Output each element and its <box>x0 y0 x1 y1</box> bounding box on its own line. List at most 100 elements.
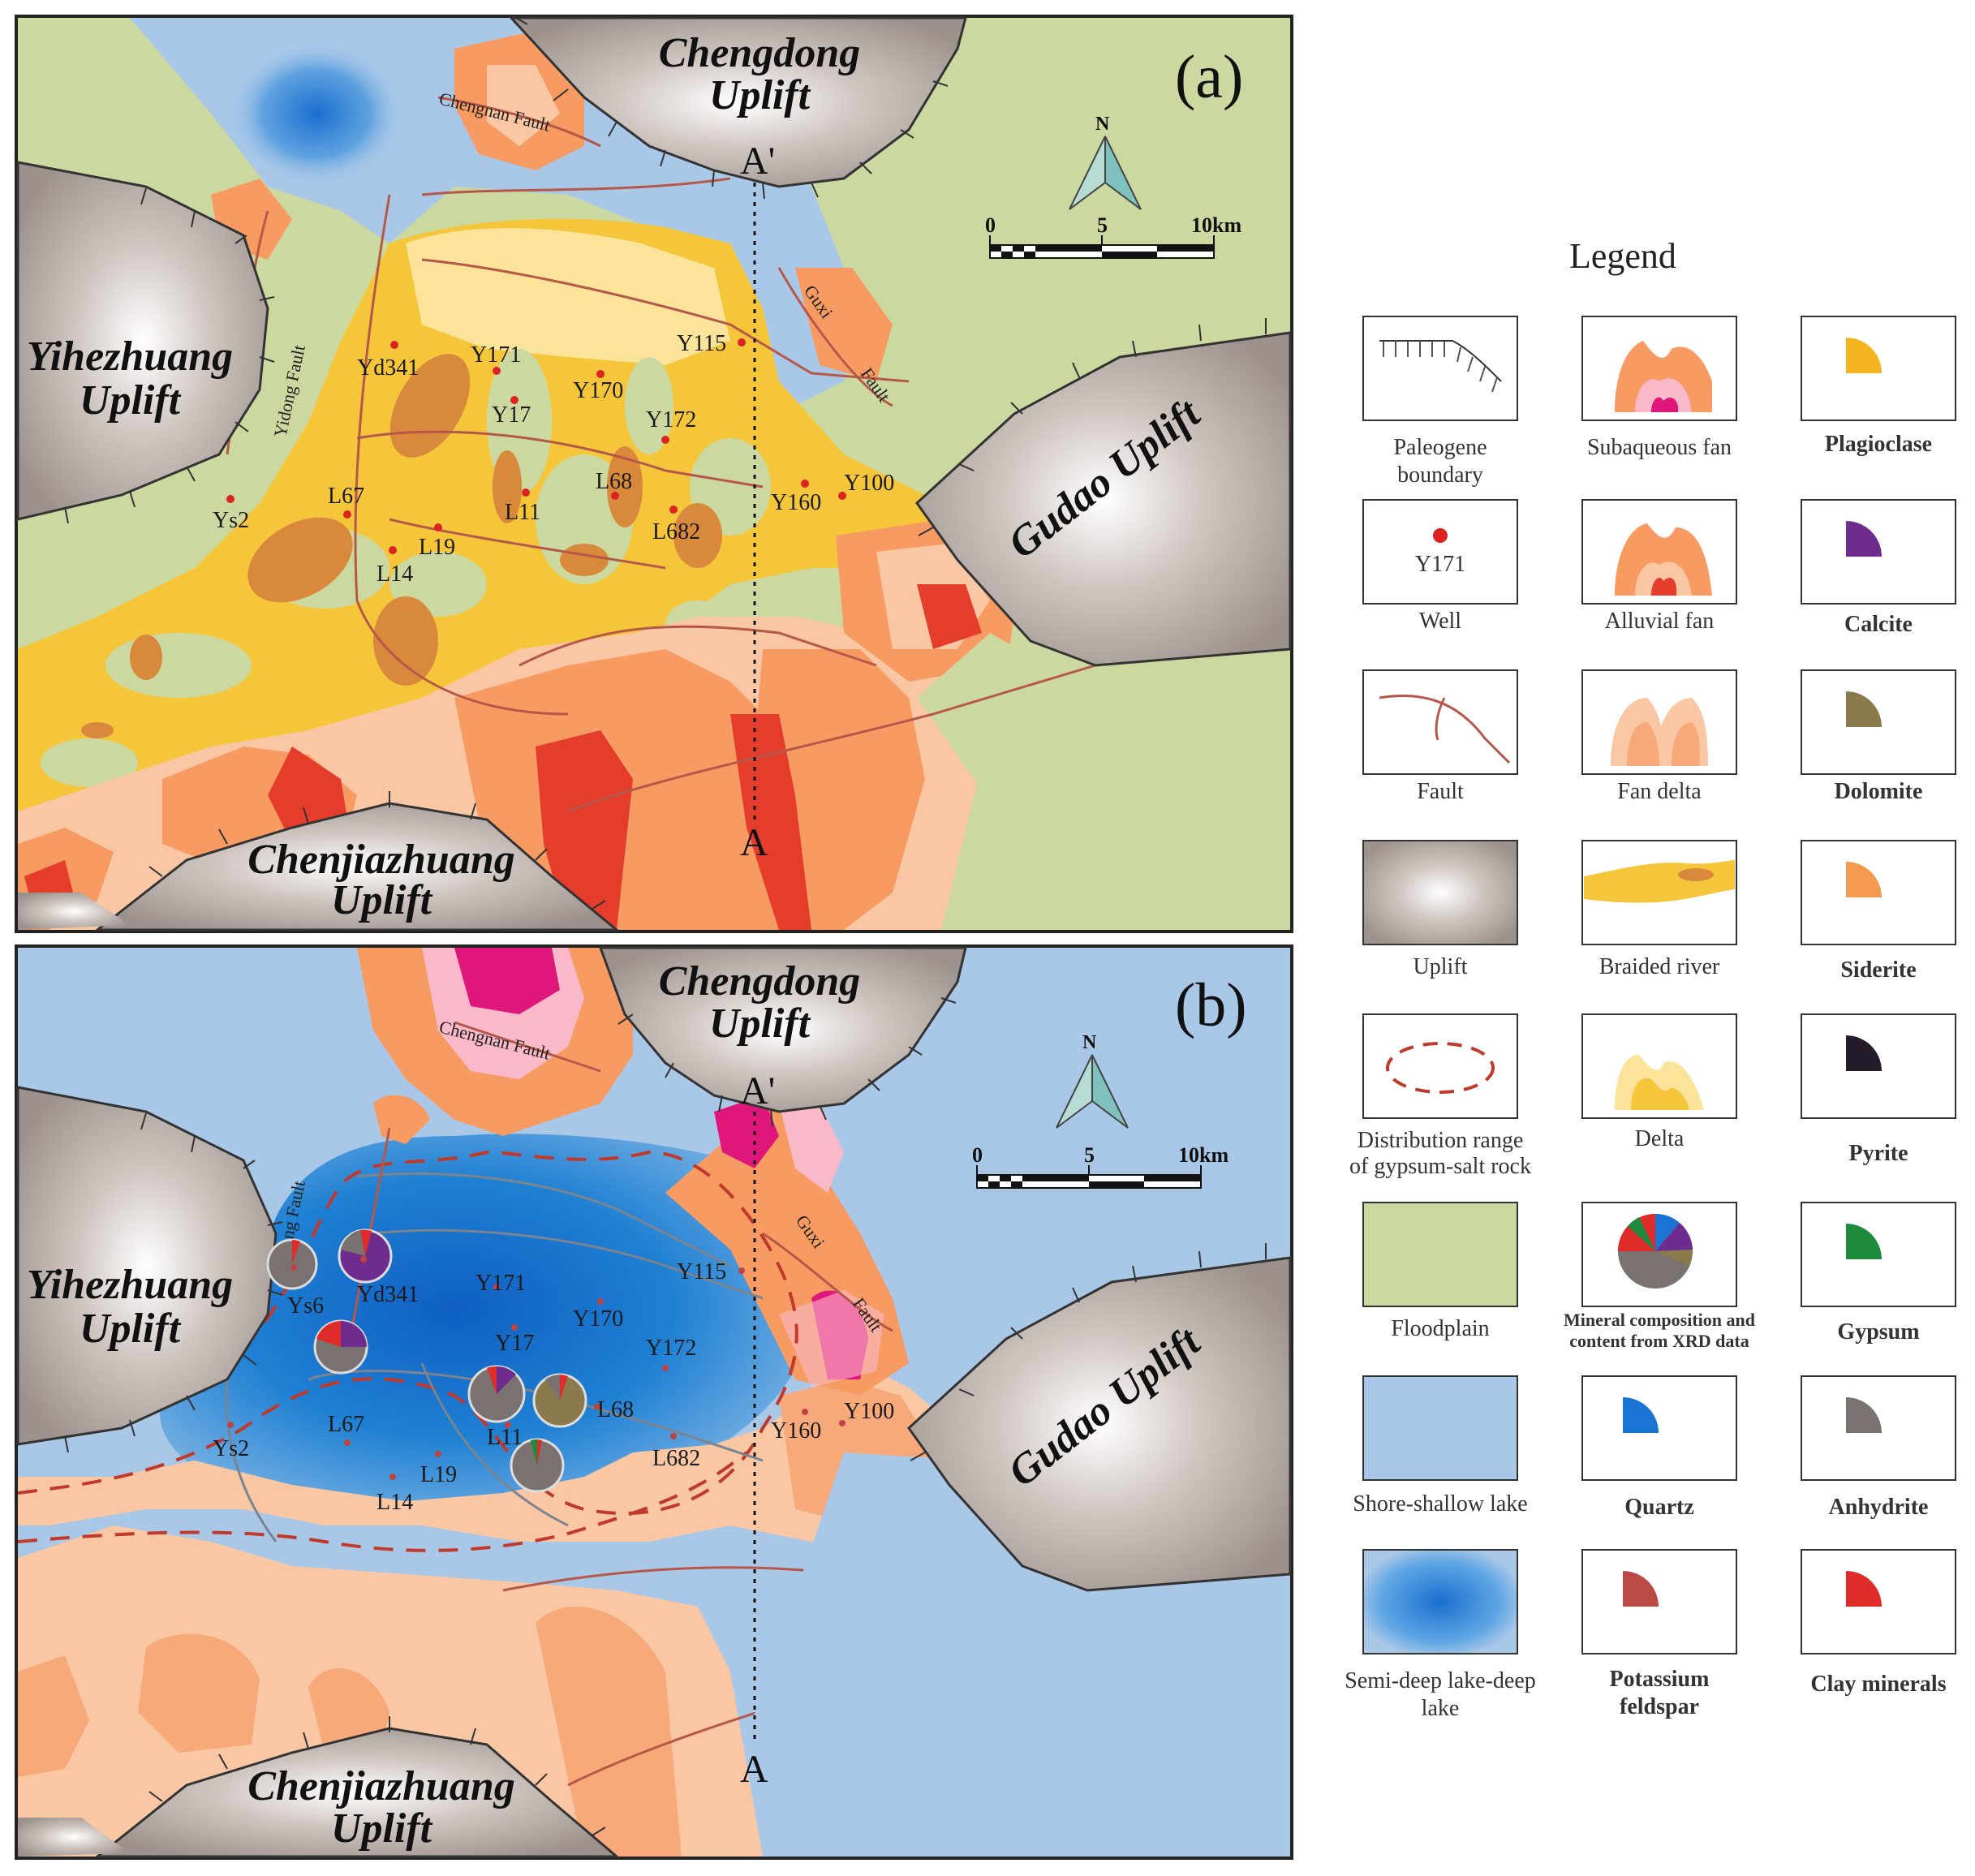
chenjiazhuang-label-a: Chenjiazhuang Uplift <box>247 837 515 923</box>
gudao-uplift-a <box>915 331 1292 667</box>
delta-area <box>406 228 730 365</box>
well-y172-a: Y172 <box>646 407 696 444</box>
chengdong-uplift-b <box>598 946 967 1113</box>
svg-text:L68: L68 <box>596 469 632 494</box>
yihezhuang-uplift-a <box>16 161 269 521</box>
pie-ys6 <box>266 1238 318 1290</box>
scale-bar-a: 0 5 10km <box>985 213 1241 259</box>
svg-text:0: 0 <box>985 213 996 237</box>
svg-text:Siderite: Siderite <box>1840 957 1916 983</box>
svg-text:Dolomite: Dolomite <box>1835 779 1923 804</box>
svg-text:L19: L19 <box>419 535 455 560</box>
svg-text:Y115: Y115 <box>677 1259 726 1284</box>
svg-text:L14: L14 <box>376 1490 413 1515</box>
svg-text:L67: L67 <box>328 484 364 509</box>
svg-text:Y171: Y171 <box>471 342 521 368</box>
panel-label-a: (a) <box>1175 43 1243 111</box>
legend-alluvial-fan: Alluvial fan <box>1581 499 1737 634</box>
svg-text:Ys2: Ys2 <box>213 1436 249 1461</box>
well-y172-b: Y172 <box>646 1336 696 1371</box>
svg-text:L67: L67 <box>328 1412 364 1437</box>
chengdong-label-a: Chengdong Uplift <box>659 30 861 118</box>
well-l67-a: L67 <box>328 484 364 518</box>
svg-text:Y100: Y100 <box>844 471 894 496</box>
section-bottom-a: A <box>740 821 768 864</box>
svg-text:10km: 10km <box>1191 213 1241 237</box>
legend-gypsum-range: Distribution range of gypsum-salt rock <box>1349 1013 1531 1179</box>
svg-text:Uplift: Uplift <box>1413 954 1468 979</box>
legend: Legend Paleogene boundary Subaqueous fan … <box>1345 236 1956 1721</box>
svg-text:N: N <box>1082 1032 1097 1053</box>
svg-text:Alluvial fan: Alluvial fan <box>1605 609 1715 634</box>
legend-subaqueous-fan: Subaqueous fan <box>1581 316 1737 460</box>
pie-l19 <box>510 1438 565 1493</box>
well-l67-b: L67 <box>328 1412 364 1446</box>
uplifts-b <box>16 946 1292 1858</box>
well-y115-b: Y115 <box>677 1259 745 1284</box>
svg-text:Y170: Y170 <box>573 1306 623 1332</box>
uplift-hachures-a <box>64 15 1267 910</box>
svg-text:5: 5 <box>1084 1143 1095 1167</box>
svg-text:Y170: Y170 <box>573 378 623 403</box>
svg-text:L14: L14 <box>376 562 413 587</box>
svg-text:L11: L11 <box>487 1425 523 1450</box>
svg-text:Y172: Y172 <box>646 1336 696 1361</box>
yihezhuang-uplift-b <box>16 1086 278 1446</box>
legend-shore-shallow-lake: Shore-shallow lake <box>1353 1375 1528 1517</box>
svg-text:Y100: Y100 <box>844 1399 894 1424</box>
legend-floodplain: Floodplain <box>1362 1202 1518 1341</box>
svg-text:Gypsum: Gypsum <box>1837 1319 1919 1345</box>
section-top-b: A' <box>740 1069 775 1112</box>
svg-text:Y171: Y171 <box>475 1271 526 1296</box>
svg-text:Y172: Y172 <box>646 407 696 432</box>
panel-a: Chengdong Uplift Yihezhuang Uplift Gudao U… <box>15 15 1293 933</box>
well-l682-a: L682 <box>652 506 700 544</box>
pie-l68 <box>532 1373 587 1428</box>
well-y100-b: Y100 <box>839 1399 894 1426</box>
svg-text:Ys6: Ys6 <box>287 1293 324 1319</box>
gudao-uplift-b <box>907 1256 1292 1592</box>
legend-fault: Fault <box>1362 669 1518 804</box>
well-y171-a: Y171 <box>471 342 521 375</box>
well-ys6-b: Ys6 <box>287 1264 324 1319</box>
pie-y17-west <box>313 1319 368 1375</box>
well-y170-b: Y170 <box>573 1298 623 1332</box>
legend-anhydrite: Anhydrite <box>1801 1375 1956 1520</box>
legend-plagioclase: Plagioclase <box>1801 316 1956 457</box>
well-l19-a: L19 <box>419 523 455 560</box>
deep-lake-spot <box>227 41 406 187</box>
svg-text:Y115: Y115 <box>677 331 726 356</box>
svg-text:Fault: Fault <box>1417 779 1464 804</box>
svg-text:Clay minerals: Clay minerals <box>1810 1672 1946 1697</box>
well-y160-a: Y160 <box>771 480 821 515</box>
legend-braided-river: Braided river <box>1581 840 1737 979</box>
well-l14-b: L14 <box>376 1474 413 1515</box>
svg-text:Y160: Y160 <box>771 1418 821 1444</box>
well-l11-b: L11 <box>487 1422 523 1450</box>
svg-text:L11: L11 <box>505 500 540 525</box>
well-y170-a: Y170 <box>573 370 623 403</box>
svg-text:Y160: Y160 <box>771 490 821 515</box>
north-arrow-a: N <box>1069 114 1142 210</box>
svg-text:Floodplain: Floodplain <box>1391 1316 1489 1341</box>
svg-text:Subaqueous fan: Subaqueous fan <box>1587 435 1732 460</box>
svg-text:Calcite: Calcite <box>1844 612 1913 637</box>
well-y115-a: Y115 <box>677 331 746 356</box>
chenjiazhuang-uplift-a <box>93 802 621 932</box>
panel-label-b: (b) <box>1175 971 1247 1039</box>
pie-yd341 <box>338 1228 393 1284</box>
well-yd341-a: Yd341 <box>357 341 419 381</box>
svg-text:Yd341: Yd341 <box>357 355 419 381</box>
svg-text:Fan delta: Fan delta <box>1617 779 1702 804</box>
scale-bar-b: 0 5 10km <box>972 1143 1228 1189</box>
north-arrow-b: N <box>1056 1032 1129 1129</box>
svg-text:Y17: Y17 <box>495 1331 534 1356</box>
well-y100-a: Y100 <box>838 471 894 500</box>
svg-text:Y171: Y171 <box>1415 552 1465 577</box>
well-l19-b: L19 <box>420 1451 457 1487</box>
svg-text:Plagioclase: Plagioclase <box>1825 432 1932 457</box>
